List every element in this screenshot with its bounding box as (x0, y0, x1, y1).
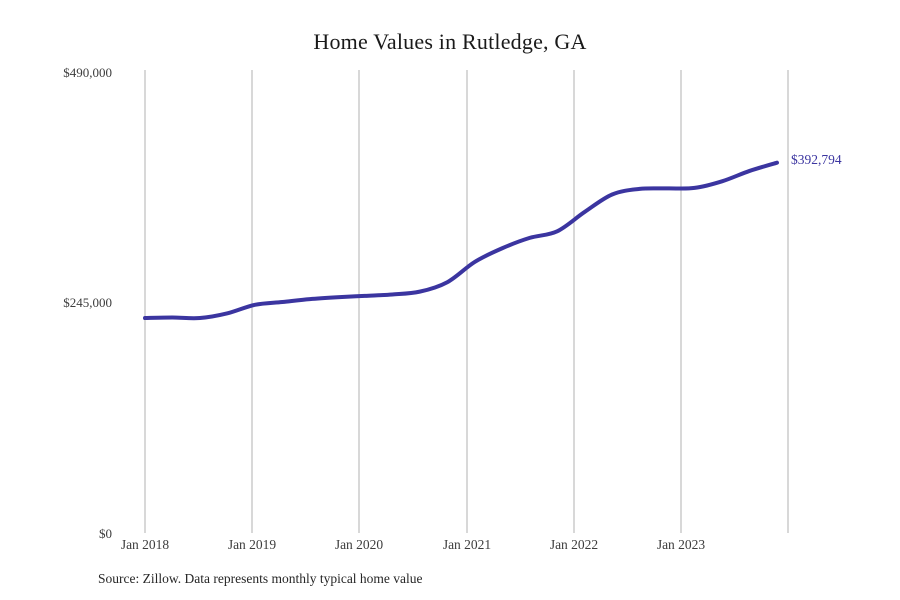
x-tick-label-jan-2020: Jan 2020 (334, 537, 384, 552)
x-tick-label-jan-2021: Jan 2021 (442, 537, 492, 552)
y-tick-label-zero: $0 (99, 526, 112, 541)
x-tick-label-jan-2018: Jan 2018 (120, 537, 170, 552)
y-tick-label-max: $490,000 (63, 65, 112, 80)
gridlines (144, 70, 789, 533)
end-value-label: $392,794 (791, 152, 842, 167)
x-tick-label-jan-2019: Jan 2019 (227, 537, 277, 552)
home-value-line (143, 160, 779, 321)
x-tick-label-jan-2023: Jan 2023 (656, 537, 706, 552)
source-note: Source: Zillow. Data represents monthly … (98, 571, 423, 586)
chart-title: Home Values in Rutledge, GA (313, 29, 587, 54)
y-tick-label-mid: $245,000 (63, 295, 112, 310)
x-tick-label-jan-2022: Jan 2022 (549, 537, 599, 552)
